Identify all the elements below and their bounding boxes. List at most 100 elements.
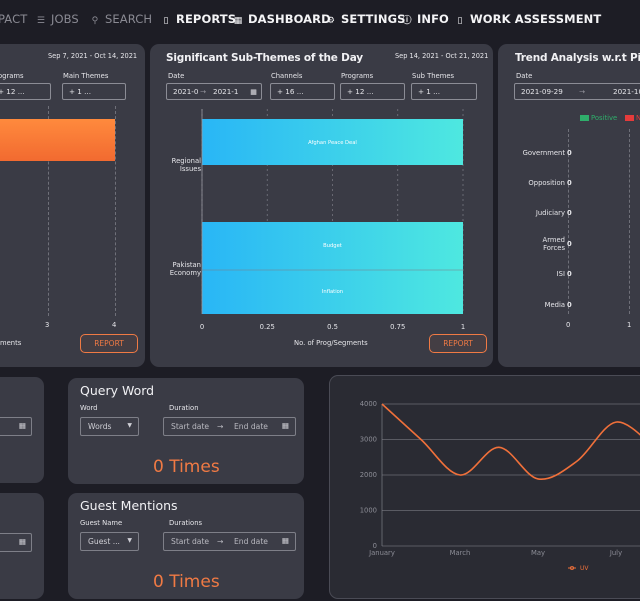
x-tick: 0.25 (260, 323, 275, 331)
bar-data-label: Budget (323, 243, 342, 249)
sub-themes-select[interactable]: + 1 ... (411, 83, 477, 100)
duration-label: Duration (169, 404, 199, 412)
pillar-label: ISI (556, 270, 565, 278)
x-tick: July (609, 549, 622, 557)
card-title: Significant Sub-Themes of the Day (166, 52, 363, 64)
channels-select[interactable]: + 16 ... (270, 83, 335, 100)
pillar-label: Armed Forces (542, 236, 565, 252)
programs-select[interactable]: + 12 ... (340, 83, 405, 100)
date-label: Date (168, 72, 185, 80)
legend-label-negative: N (636, 114, 640, 122)
data-label: 0 (567, 149, 572, 157)
nav-reports[interactable]: ▯ REPORTS (161, 12, 236, 26)
list-icon: ☰ (36, 16, 46, 26)
durations-label: Durations (169, 519, 203, 527)
card-date-range: Sep 14, 2021 - Oct 21, 2021 (395, 52, 489, 60)
x-tick: 1 (627, 321, 632, 329)
y-tick: 0 (373, 542, 377, 550)
nav-search[interactable]: ⚲ SEARCH (91, 12, 153, 26)
report-button[interactable]: REPORT (429, 334, 487, 353)
duration-range-input[interactable]: Start date → End date ▦ (163, 417, 296, 436)
x-tick: 0.75 (390, 323, 405, 331)
legend-swatch-negative (625, 115, 634, 121)
word-label: Word (80, 404, 98, 412)
chart-bar (0, 119, 115, 161)
document-icon: ▯ (457, 16, 463, 26)
gridline (568, 129, 569, 314)
date-separator: → (217, 422, 224, 431)
guest-name-select[interactable]: Guest ... ▼ (80, 532, 139, 551)
channels-label: Channels (271, 72, 303, 80)
caret-down-icon: ▼ (127, 537, 132, 544)
legend-swatch-positive (580, 115, 589, 121)
left-stub-card-top: e ▦ (0, 377, 44, 483)
caret-down-icon: ▼ (127, 422, 132, 429)
pillar-label: Media (544, 301, 565, 309)
card-title: Trend Analysis w.r.t Pillars (515, 52, 640, 64)
nav-dashboard[interactable]: ▦ DASHBOARD (233, 12, 331, 26)
y-tick: 1000 (360, 507, 377, 515)
x-tick: 0 (566, 321, 571, 329)
data-label: 0 (567, 240, 572, 248)
nav-work-assessment[interactable]: ▯ WORK ASSESSMENT (455, 12, 601, 26)
line-chart-card: 4000 3000 2000 1000 0 January March May July UV (329, 375, 640, 599)
sub-themes-bar-chart: 0 0.25 0.5 0.75 1 Afghan Peace Deal Budget Infl… (200, 109, 465, 331)
y-category-label: Pakistan Economy (169, 261, 201, 277)
query-count: 0 Times (153, 457, 220, 477)
dashboard-icon: ▦ (233, 16, 243, 26)
x-tick: 0 (200, 323, 204, 331)
nav-settings[interactable]: ⚙ SETTINGS (326, 12, 406, 26)
info-icon: ⓘ (402, 16, 412, 26)
nav-impact[interactable]: PACT (0, 12, 28, 26)
programs-select[interactable]: + 12 ... (0, 83, 51, 100)
date-range-input[interactable]: 2021-09-29 → 2021-10-2 (514, 83, 640, 100)
x-tick: May (531, 549, 545, 557)
sub-themes-card: Significant Sub-Themes of the Day Sep 14… (150, 44, 493, 367)
report-icon: ▯ (163, 16, 169, 26)
mentions-count: 0 Times (153, 572, 220, 592)
bar-data-label: Afghan Peace Deal (308, 140, 357, 146)
main-themes-label: Main Themes (63, 72, 109, 80)
programs-label: ograms (0, 72, 24, 80)
calendar-icon[interactable]: ▦ (18, 421, 26, 430)
x-axis-label: No. of Prog/Segments (294, 339, 368, 347)
series-line-uv (381, 403, 640, 480)
y-tick: 4000 (360, 400, 377, 408)
end-date-input[interactable]: e ▦ (0, 417, 32, 436)
word-select[interactable]: Words ▼ (80, 417, 139, 436)
calendar-icon[interactable]: ▦ (281, 421, 289, 430)
top-nav: PACT ☰ JOBS ⚲ SEARCH ▯ REPORTS ▦ DASHBOARD ⚙… (0, 0, 640, 36)
y-tick: 3000 (360, 436, 377, 444)
calendar-icon[interactable]: ▦ (250, 87, 257, 96)
main-themes-select[interactable]: + 1 ... (62, 83, 126, 100)
sub-themes-label: Sub Themes (412, 72, 455, 80)
nav-jobs[interactable]: ☰ JOBS (36, 12, 79, 26)
report-button[interactable]: REPORT (80, 334, 138, 353)
x-tick: 3 (45, 321, 50, 329)
calendar-icon[interactable]: ▦ (18, 537, 26, 546)
x-tick: 0.5 (327, 323, 338, 331)
x-tick: January (368, 549, 395, 557)
data-label: 0 (567, 301, 572, 309)
query-word-card: Query Word Word Words ▼ Duration Start d… (68, 378, 304, 484)
search-icon: ⚲ (91, 16, 99, 26)
date-range-input[interactable]: 2021-0 → 2021-1 ▦ (166, 83, 262, 100)
y-tick: 2000 (360, 471, 377, 479)
calendar-icon[interactable]: ▦ (281, 536, 289, 545)
legend-label-uv: UV (580, 565, 589, 572)
data-label: 0 (567, 179, 572, 187)
guest-name-label: Guest Name (80, 519, 123, 527)
duration-range-input[interactable]: Start date → End date ▦ (163, 532, 296, 551)
trend-analysis-card: Trend Analysis w.r.t Pillars Date 2021-0… (498, 44, 640, 367)
programs-label: Programs (341, 72, 374, 80)
nav-info[interactable]: ⓘ INFO (402, 12, 449, 26)
chart-bar (202, 268, 463, 314)
gridline (48, 106, 49, 316)
card-title: Query Word (80, 383, 155, 398)
pillar-label: Government (522, 149, 565, 157)
date-separator: → (200, 87, 207, 96)
end-date-input[interactable]: e ▦ (0, 533, 32, 552)
guest-mentions-card: Guest Mentions Guest Name Guest ... ▼ Du… (68, 493, 304, 599)
chart-bar (202, 222, 463, 268)
